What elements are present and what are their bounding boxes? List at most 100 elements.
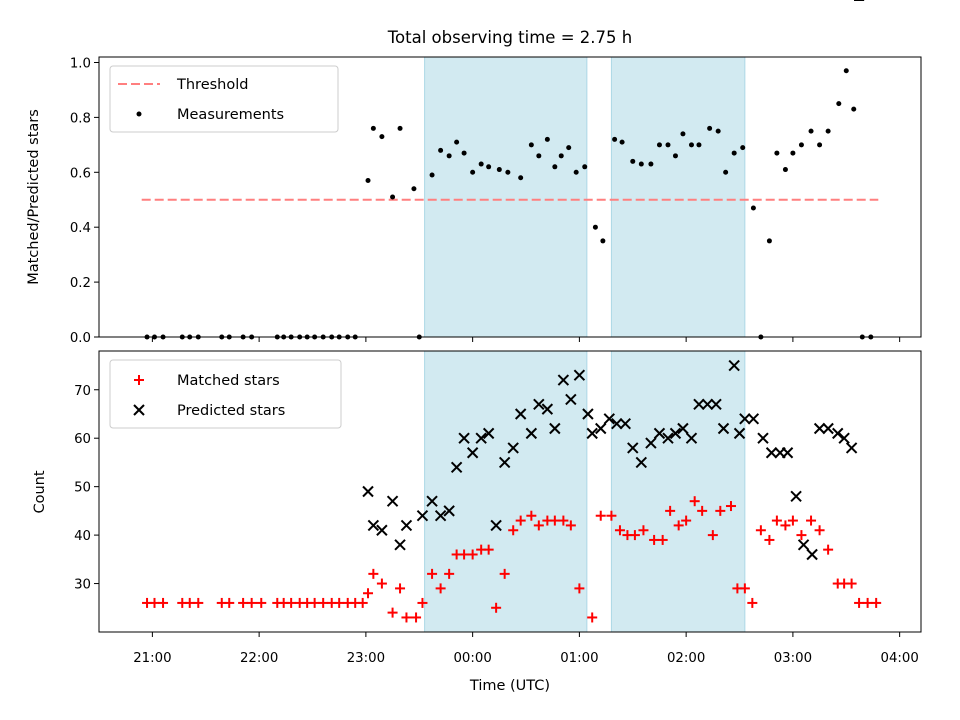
measurement-point [843, 68, 849, 74]
predicted-star-point [434, 510, 447, 522]
top-panel: 0.0 0.2 0.4 0.6 0.8 1.0 Matched/Predicted sta… [26, 56, 922, 346]
matched-star-point [871, 597, 882, 608]
predicted-star-point [541, 403, 554, 415]
measurement-point [619, 139, 625, 145]
predicted-star-point [635, 456, 648, 469]
matched-star-point [715, 505, 726, 516]
predicted-star-point [549, 422, 561, 435]
bottom-y-axis: 30 40 50 60 70 [74, 384, 99, 593]
matched-star-point [806, 515, 817, 526]
predicted-star-point [765, 447, 778, 459]
top-legend: Threshold Measurements [109, 65, 339, 133]
measurement-point [688, 142, 694, 148]
matched-star-point [368, 568, 379, 579]
legend-matched-marker [134, 375, 144, 385]
matched-star-point [363, 588, 374, 599]
matched-star-point [256, 597, 267, 608]
measurement-point [365, 178, 371, 184]
matched-star-point [587, 612, 598, 623]
measurement-point [397, 125, 403, 131]
measurement-point [740, 145, 746, 151]
measurement-point [370, 125, 376, 131]
predicted-star-point [482, 427, 495, 440]
matched-star-point [526, 510, 537, 521]
measurement-point [582, 164, 588, 170]
top-y-tick-label: 0.8 [70, 111, 91, 126]
matched-star-point [771, 515, 782, 526]
legend-predicted-swatch [133, 404, 145, 416]
measurement-point [558, 153, 564, 159]
legend-threshold-label: Threshold [176, 77, 248, 93]
predicted-star-point [611, 417, 623, 430]
bottom-y-tick-label: 50 [74, 481, 91, 496]
matched-star-point [649, 534, 660, 545]
predicted-star-point [466, 447, 479, 459]
predicted-star-point [733, 427, 746, 440]
top-plot-frame [98, 56, 922, 338]
predicted-star-point [627, 442, 639, 454]
matched-star-point [395, 583, 406, 594]
measurement-point [470, 169, 476, 175]
matched-star-point [574, 583, 585, 594]
measurement-point [638, 161, 644, 167]
top-x-ticks [151, 337, 901, 342]
bottom-y-tick-label: 60 [74, 432, 91, 447]
matched-star-point [846, 578, 857, 589]
matched-star-point [411, 612, 422, 623]
predicted-star-point [514, 408, 527, 420]
chart-title: Total observing time = 2.75 h [387, 28, 632, 47]
matched-star-point [224, 597, 235, 608]
matched-star-point [427, 568, 438, 579]
predicted-star-point [386, 495, 399, 507]
measurement-point [438, 147, 444, 153]
measurement-point [825, 128, 831, 134]
legend-measurements-label: Measurements [177, 107, 284, 123]
measurement-point [656, 142, 662, 148]
matched-star-point [158, 597, 169, 608]
measurement-point [750, 205, 756, 211]
measurement-point [411, 186, 417, 192]
matched-star-point [689, 496, 700, 507]
matched-star-point [780, 520, 791, 531]
matched-star-point [614, 525, 625, 536]
shaded-region-top-0 [424, 56, 588, 338]
matched-star-point [739, 583, 750, 594]
x-tick-label: 03:00 [774, 651, 812, 666]
predicted-star-point [586, 427, 598, 440]
predicted-star-point [747, 413, 760, 425]
top-y-axis-label: Matched/Predicted stars [26, 109, 42, 285]
predicted-star-point [362, 485, 374, 498]
measurement-point [851, 106, 857, 112]
bottom-y-axis-label: Count [32, 470, 48, 513]
legend-predicted-marker [133, 404, 145, 416]
matched-star-point [193, 597, 204, 608]
predicted-star-point [394, 539, 406, 551]
shaded-region-bottom-1 [610, 350, 746, 633]
predicted-star-point [693, 398, 705, 411]
measurement-point [600, 238, 606, 244]
matched-star-point [309, 597, 320, 608]
matched-star-point [862, 597, 873, 608]
measurement-point [505, 169, 511, 175]
predicted-star-point [443, 505, 455, 517]
matched-star-point [854, 597, 865, 608]
predicted-star-point [669, 427, 682, 440]
matched-star-point [796, 530, 807, 541]
x-tick-label: 01:00 [560, 651, 598, 666]
measurement-point [552, 164, 558, 170]
x-tick-label: 02:00 [667, 651, 705, 666]
matched-star-point [657, 534, 668, 545]
matched-star-point [401, 612, 412, 623]
matched-star-point [558, 515, 569, 526]
predicted-star-point [653, 427, 666, 440]
matched-star-point [787, 515, 798, 526]
predicted-star-point [557, 374, 570, 386]
matched-star-point [814, 525, 825, 536]
predicted-star-point [701, 398, 714, 411]
legend-matched-swatch [134, 375, 144, 385]
predicted-star-point [565, 393, 577, 406]
bottom-shaded-regions [424, 350, 746, 633]
predicted-star-point [603, 413, 615, 425]
predicted-star-point [376, 524, 388, 536]
matched-star-point [725, 501, 736, 512]
